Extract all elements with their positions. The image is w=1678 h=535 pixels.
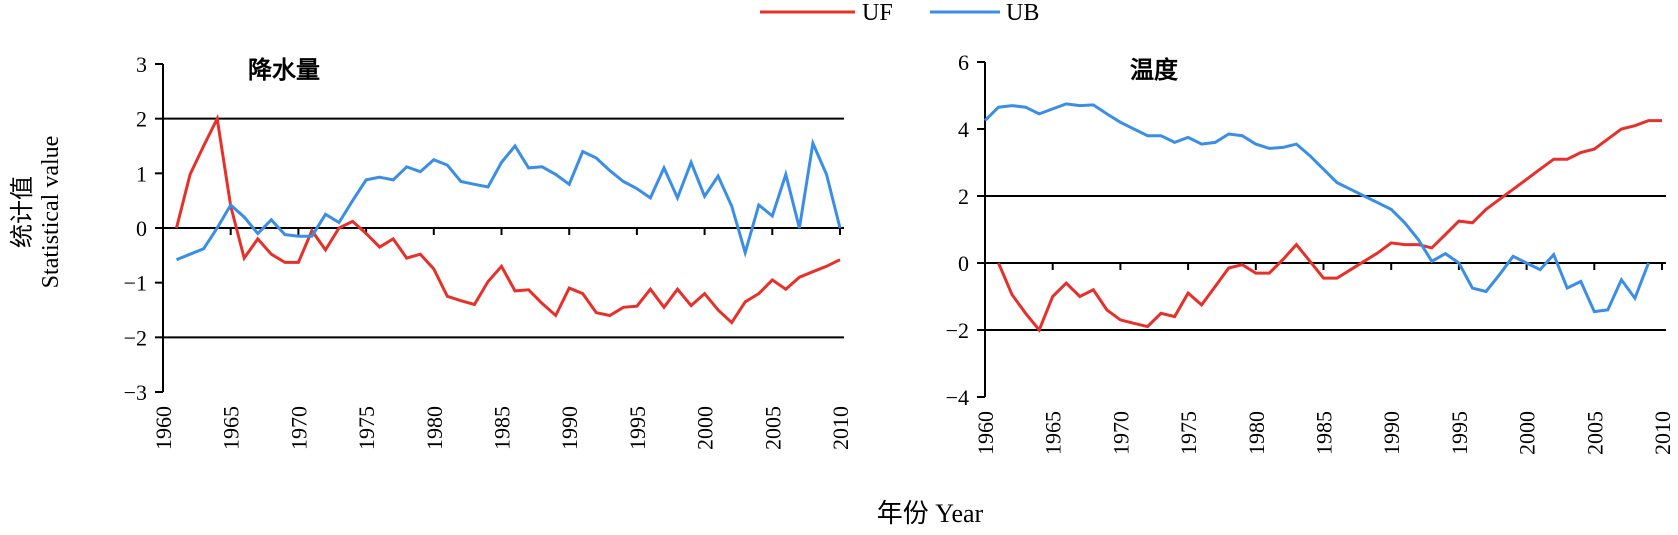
x-tick-label: 1980	[422, 406, 447, 450]
x-tick-label: 2005	[1582, 411, 1607, 455]
x-tick-label: 1995	[1447, 411, 1472, 455]
y-tick-label: −4	[946, 385, 969, 410]
y-tick-label: −2	[124, 325, 147, 350]
x-tick-label: 1990	[557, 406, 582, 450]
y-tick-label: 6	[958, 50, 969, 75]
y-axis-label-en: Statistical value	[38, 136, 64, 289]
y-tick-label: −1	[124, 271, 147, 296]
x-tick-label: 1980	[1244, 411, 1269, 455]
x-tick-label: 1970	[286, 406, 311, 450]
panel-precipitation: −3 −2 −1 0 1 2 3 1960 1965 1970 1975 1980 1985 1990 19…	[124, 52, 853, 450]
y-tick-label: 1	[136, 161, 147, 186]
legend-label-ub: UB	[1006, 0, 1039, 26]
panel-title: 温度	[1130, 56, 1179, 84]
x-tick-label: 1965	[1041, 411, 1066, 455]
series-line-uf	[175, 113, 841, 325]
x-tick-label: 1990	[1379, 411, 1404, 455]
y-tick-label: 2	[136, 107, 147, 132]
y-tick-label: 0	[136, 216, 147, 241]
x-tick-label: 1960	[151, 406, 176, 450]
y-axis-label-cn: 统计值	[9, 176, 36, 248]
x-tick-label: 2000	[693, 406, 718, 450]
x-tick-label: 1975	[1176, 411, 1201, 455]
x-tick-label: 1975	[354, 406, 379, 450]
x-tick-label: 1965	[219, 406, 244, 450]
y-tick-label: 3	[136, 52, 147, 77]
x-tick-label: 2010	[828, 406, 853, 450]
y-tick-label: 2	[958, 184, 969, 209]
y-tick-label: 4	[958, 117, 969, 142]
series-line-uf	[997, 119, 1662, 333]
y-tick-label: 0	[958, 251, 969, 276]
x-tick-label: 1960	[973, 411, 998, 455]
x-tick-label: 1985	[490, 406, 515, 450]
y-tick-label: −3	[124, 380, 147, 405]
y-tick-label: −2	[946, 318, 969, 343]
panel-title: 降水量	[248, 56, 320, 84]
legend-label-uf: UF	[862, 0, 893, 26]
legend: UF UB	[760, 0, 1039, 26]
series-line-ub	[983, 102, 1650, 314]
x-tick-label: 2000	[1515, 411, 1540, 455]
x-tick-label: 1970	[1108, 411, 1133, 455]
series-line-ub	[175, 138, 842, 262]
x-tick-label: 1985	[1312, 411, 1337, 455]
panel-temperature: −4 −2 0 2 4 6 1960 1965 1970 1975 1980 1985 1990 1995…	[946, 50, 1675, 455]
x-tick-label: 1995	[625, 406, 650, 450]
x-axis-label: 年份 Year	[877, 499, 984, 528]
x-tick-label: 2005	[760, 406, 785, 450]
x-tick-label: 2010	[1650, 411, 1675, 455]
